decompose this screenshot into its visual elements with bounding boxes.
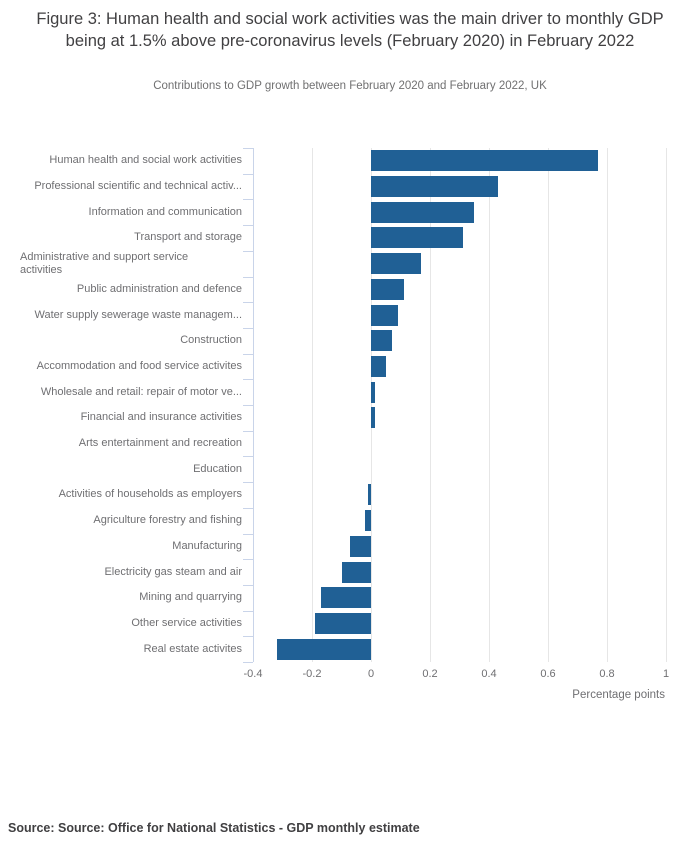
bar[interactable] xyxy=(371,176,498,197)
category-label: Human health and social work activities xyxy=(49,154,242,167)
category-tick xyxy=(243,662,253,663)
source-note: Source: Source: Office for National Stat… xyxy=(8,821,420,835)
category-label: Arts entertainment and recreation xyxy=(78,437,242,450)
bar[interactable] xyxy=(371,278,404,300)
x-tick-label: 0 xyxy=(367,668,375,680)
category-label: Administrative and support service activ… xyxy=(20,250,189,276)
category-label: Construction xyxy=(180,334,242,347)
category-tick xyxy=(243,199,253,201)
category-label: Information and communication xyxy=(88,205,242,218)
category-tick xyxy=(243,507,253,509)
category-tick xyxy=(243,250,253,252)
grid-line xyxy=(371,148,372,662)
category-label: Other service activities xyxy=(131,616,242,629)
bar[interactable] xyxy=(371,227,463,249)
category-tick xyxy=(243,636,253,638)
category-tick xyxy=(243,379,253,381)
x-tick-label: 0.4 xyxy=(481,668,497,680)
category-tick xyxy=(243,302,253,304)
x-tick-label: 0.2 xyxy=(422,668,438,680)
category-tick xyxy=(243,276,253,278)
x-axis-title: Percentage points xyxy=(572,689,665,701)
category-label: Financial and insurance activities xyxy=(80,411,242,424)
bar[interactable] xyxy=(371,407,376,429)
category-tick xyxy=(243,584,253,586)
bar[interactable] xyxy=(350,535,372,557)
bar[interactable] xyxy=(371,381,376,403)
bar[interactable] xyxy=(368,484,372,506)
bar[interactable] xyxy=(371,150,599,172)
category-tick xyxy=(243,327,253,329)
category-tick xyxy=(243,225,253,227)
category-label: Public administration and defence xyxy=(76,282,242,295)
category-label: Transport and storage xyxy=(134,231,242,244)
category-label: Professional scientific and technical ac… xyxy=(34,180,242,193)
y-axis-line xyxy=(253,148,254,662)
category-tick xyxy=(243,456,253,458)
bar[interactable] xyxy=(371,330,392,352)
category-label: Accommodation and food service activites xyxy=(36,359,242,372)
category-tick xyxy=(243,559,253,561)
bar[interactable] xyxy=(276,638,371,660)
grid-line xyxy=(430,148,431,662)
bar[interactable] xyxy=(314,612,371,634)
x-tick-label: -0.4 xyxy=(243,668,263,680)
category-tick xyxy=(243,482,253,484)
category-label: Real estate activites xyxy=(143,642,242,655)
bar[interactable] xyxy=(320,587,372,609)
grid-line xyxy=(489,148,490,662)
grid-line xyxy=(312,148,313,662)
x-tick-label: -0.2 xyxy=(302,668,322,680)
figure-title: Figure 3: Human health and social work a… xyxy=(36,10,664,50)
x-tick-label: 1 xyxy=(662,668,670,680)
category-label: Education xyxy=(193,462,242,475)
grid-line xyxy=(666,148,667,662)
category-label: Mining and quarrying xyxy=(139,591,242,604)
bar[interactable] xyxy=(371,253,422,275)
x-tick-label: 0.6 xyxy=(540,668,556,680)
x-tick-label: 0.8 xyxy=(599,668,615,680)
figure-subtitle: Contributions to GDP growth between Febr… xyxy=(153,80,547,92)
category-label: Electricity gas steam and air xyxy=(104,565,242,578)
category-label: Agriculture forestry and fishing xyxy=(93,514,242,527)
category-tick xyxy=(243,405,253,406)
bar[interactable] xyxy=(341,561,371,583)
category-label: Water supply sewerage waste managem... xyxy=(34,308,242,321)
grid-line xyxy=(548,148,549,662)
category-tick xyxy=(243,430,253,432)
bar[interactable] xyxy=(371,201,475,223)
category-tick xyxy=(243,353,253,355)
bar[interactable] xyxy=(371,304,398,326)
category-tick xyxy=(243,533,253,535)
bar[interactable] xyxy=(365,510,371,532)
category-label: Manufacturing xyxy=(172,539,242,552)
category-label: Activities of households as employers xyxy=(58,488,242,501)
category-tick xyxy=(243,173,253,175)
category-label: Wholesale and retail: repair of motor ve… xyxy=(40,385,242,398)
bar[interactable] xyxy=(371,356,386,377)
grid-line xyxy=(607,148,608,662)
category-tick xyxy=(243,148,253,149)
category-tick xyxy=(243,610,253,612)
